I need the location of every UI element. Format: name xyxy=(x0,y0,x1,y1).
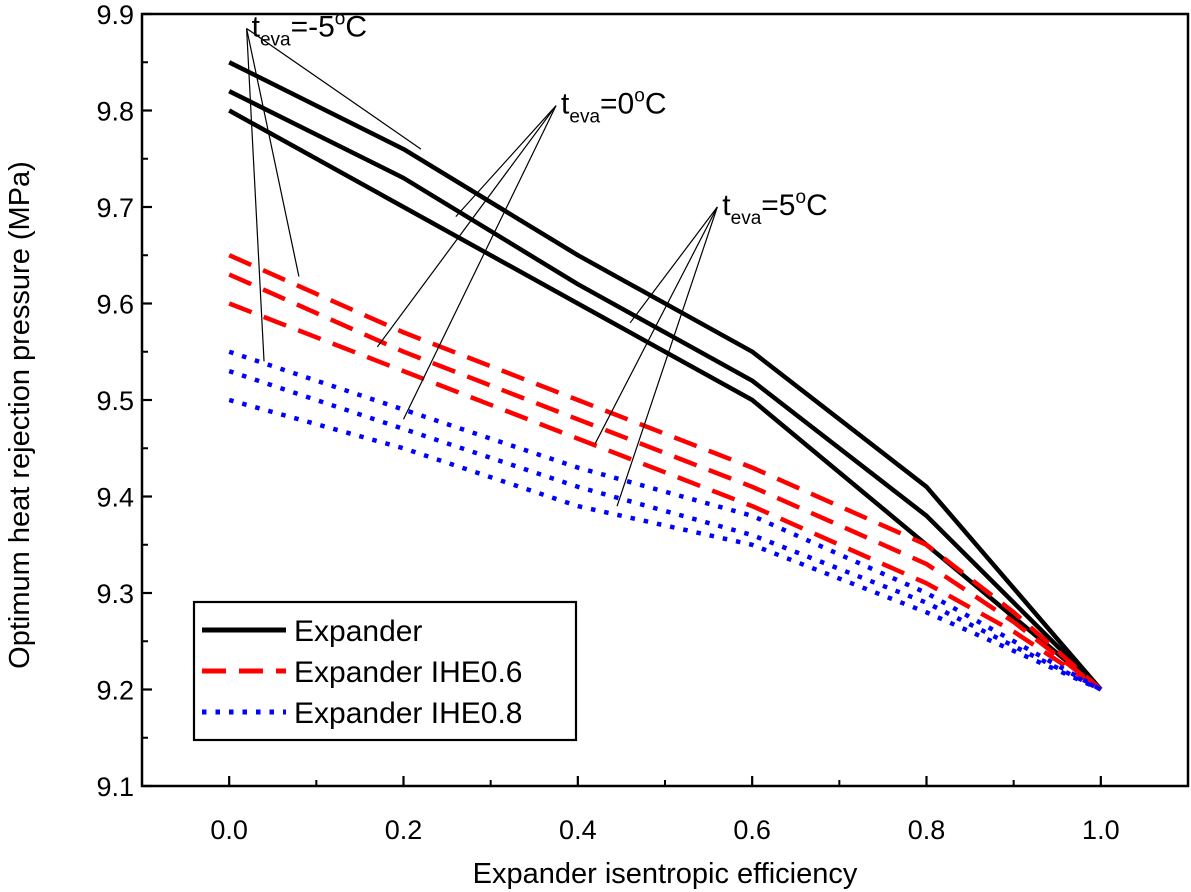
annotation-label-part-teva-0-1: eva xyxy=(569,107,600,128)
annotation-label-part-teva-neg5-2: =-5 xyxy=(291,10,335,43)
x-tick-label: 0.0 xyxy=(210,815,248,845)
x-tick-label: 0.4 xyxy=(559,815,597,845)
annotation-label-part-teva-0-2: =0 xyxy=(600,88,634,121)
annotation-leader-teva-neg5-0 xyxy=(246,27,422,150)
legend-label-ihe06: Expander IHE0.6 xyxy=(294,656,522,689)
annotation-leader-teva-5-0 xyxy=(629,206,718,324)
series-line-expander-1 xyxy=(228,89,1103,692)
y-tick-label: 9.8 xyxy=(96,97,134,127)
annotation-label-part-teva-5-0: t xyxy=(722,189,731,222)
series-line-ihe08-8 xyxy=(228,397,1102,692)
y-tick-label: 9.3 xyxy=(96,579,134,609)
y-tick-label: 9.9 xyxy=(96,0,134,30)
annotation-label-part-teva-5-4: C xyxy=(806,189,828,222)
legend: Expander Expander IHE0.6 Expander IHE0.8 xyxy=(192,600,578,742)
annotation-leader-teva-5-1 xyxy=(594,206,718,444)
y-tick-label: 9.6 xyxy=(96,290,134,320)
x-tick-label: 0.2 xyxy=(385,815,423,845)
legend-label-expander: Expander xyxy=(294,615,422,648)
annotation-label-part-teva-5-1: eva xyxy=(731,208,762,229)
axes: 0.0 0.2 0.4 0.6 0.8 1.0 9.1 9.2 9.3 9.4 9.5 9.6 9.7 9… xyxy=(96,0,1190,845)
y-tick-label: 9.2 xyxy=(96,676,134,706)
annotation-label-part-teva-0-0: t xyxy=(561,88,570,121)
annotation-label-teva-neg5: teva=-5oC xyxy=(252,8,367,50)
y-tick-label: 9.7 xyxy=(96,193,134,223)
y-tick-label: 9.1 xyxy=(96,772,134,802)
y-tick-label: 9.4 xyxy=(96,483,134,513)
annotation-label-part-teva-neg5-3: o xyxy=(335,8,346,29)
y-axis-title: Optimum heat rejection pressure (MPa) xyxy=(4,161,36,669)
y-tick-label: 9.5 xyxy=(96,386,134,416)
x-axis-title: Expander isentropic efficiency xyxy=(473,858,858,890)
series-line-ihe06-5 xyxy=(228,301,1103,692)
x-tick-label: 0.8 xyxy=(908,815,946,845)
annotation-leader-teva-0-0 xyxy=(455,105,557,218)
series-layer xyxy=(228,60,1103,692)
x-tick-label: 0.6 xyxy=(733,815,771,845)
annotation-leader-teva-neg5-1 xyxy=(246,28,300,277)
annotation-label-teva-0: teva=0oC xyxy=(561,86,666,128)
series-line-ihe06-4 xyxy=(228,272,1103,692)
series-line-expander-0 xyxy=(228,60,1103,691)
annotation-label-teva-5: teva=5oC xyxy=(722,187,827,229)
annotation-label-part-teva-5-2: =5 xyxy=(761,189,795,222)
annotation-label-part-teva-neg5-0: t xyxy=(252,10,261,43)
annotation-label-part-teva-0-3: o xyxy=(634,86,645,107)
annotation-leader-teva-0-2 xyxy=(402,105,557,420)
series-line-ihe08-6 xyxy=(228,349,1102,692)
x-tick-label: 1.0 xyxy=(1082,815,1120,845)
annotation-label-part-teva-5-3: o xyxy=(796,187,807,208)
annotation-leader-teva-neg5-2 xyxy=(246,28,265,362)
annotation-leader-teva-5-2 xyxy=(616,206,718,507)
series-line-ihe06-3 xyxy=(228,253,1103,692)
annotation-label-part-teva-neg5-4: C xyxy=(345,10,367,43)
annotation-label-part-teva-neg5-1: eva xyxy=(260,29,291,50)
annotation-leader-teva-0-1 xyxy=(376,105,557,348)
legend-label-ihe08: Expander IHE0.8 xyxy=(294,697,522,730)
annotation-label-part-teva-0-4: C xyxy=(645,88,667,121)
